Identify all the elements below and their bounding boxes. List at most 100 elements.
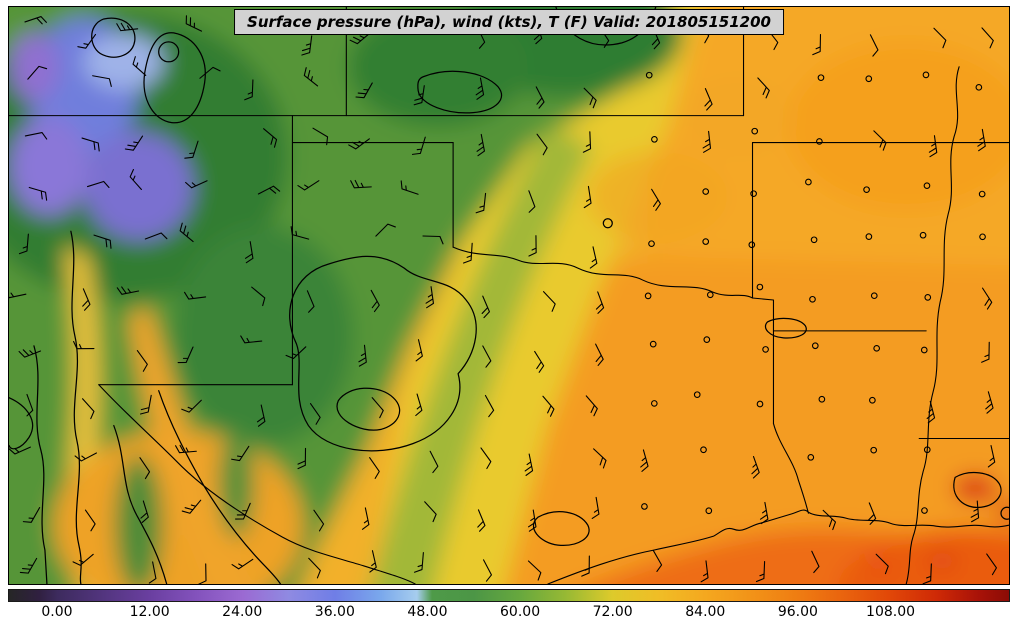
map-title: Surface pressure (hPa), wind (kts), T (F… [234,9,784,35]
wind-barb [26,393,34,417]
calm-wind-circle [811,342,819,350]
wind-barb [132,56,147,77]
wind-barb [475,77,485,100]
calm-wind-circle [705,507,713,515]
wind-barb [928,135,938,158]
wind-barb [702,130,712,153]
wind-barb [139,394,152,415]
temp-region [787,41,1009,212]
wind-barb [309,402,321,425]
mississippi-river [905,66,960,584]
wind-barb [528,509,537,532]
calm-wind-circle [748,241,756,249]
wind-barb [528,190,536,213]
wind-barb [981,27,994,49]
calm-wind-circle [921,507,928,514]
wind-barb [136,350,148,372]
wind-barb [595,343,604,367]
wind-barb [751,455,760,479]
border-red-river [452,246,754,299]
calm-wind-circle [702,238,710,245]
wind-barb [198,563,207,584]
colorbar-tick-labels: 0.00 12.00 24.00 36.00 48.00 60.00 72.00 84.00 9… [8,604,1010,626]
calm-wind-circle [863,186,870,194]
wind-barb [482,345,492,368]
wind-barb [425,286,434,309]
wind-barb [759,501,769,525]
wind-barb [181,499,202,514]
calm-wind-circle [648,240,655,248]
temp-region [218,428,255,539]
temp-region-hot-spot [996,501,1009,522]
wind-barb [139,457,151,480]
wind-barb [82,288,91,311]
wind-barb [589,246,598,269]
wind-barb [369,457,380,479]
wind-barb [873,130,887,151]
calm-wind-circle [810,236,818,244]
wind-barb [413,85,425,106]
wind-barb [415,339,423,362]
wind-barb [358,344,367,367]
wind-barb [129,168,142,191]
wind-barb [528,235,537,257]
wind-barb [22,507,41,523]
border-tx-ar-la [751,297,775,425]
wind-barb [181,399,202,413]
wind-barb [24,132,48,140]
wind-barb [524,453,534,476]
wind-barb [355,82,373,99]
wind-barb [875,553,889,575]
colorbar-tick-label: 84.00 [685,604,726,620]
wind-barb [755,561,766,583]
wind-barb [926,400,936,424]
wind-barb [415,393,423,417]
colorbar-tick-label: 48.00 [407,604,448,620]
wind-barb [184,291,207,300]
temp-region-valley [128,305,254,584]
wind-barb [640,449,649,472]
colorbar-tick-label: 72.00 [592,604,633,620]
pressure-contour [602,218,613,229]
wind-barb [585,395,598,417]
wind-barb [536,133,548,156]
pressure-contours [9,7,1009,584]
calm-wind-circle [649,340,657,348]
calm-wind-circle [644,292,652,300]
wind-barb [361,507,370,530]
map-title-text: Surface pressure (hPa), wind (kts), T (F… [247,13,771,31]
wind-barb [475,192,487,214]
wind-barb [92,75,112,87]
wind-barb [986,553,997,576]
wind-barb [922,563,932,584]
wind-barb [583,185,592,209]
pressure-contour [953,471,1002,508]
calm-wind-circle [702,188,710,195]
wind-barb [257,185,281,195]
wind-barb [285,346,307,360]
wind-barb [481,295,490,319]
pressure-contour [70,230,82,584]
pressure-contour [33,345,48,584]
wind-barb [86,180,110,189]
wind-barb [369,550,377,573]
wind-barb [234,502,251,520]
pressure-contour [143,32,206,124]
wind-barb [72,553,94,566]
wind-barb [175,444,197,454]
wind-barb [477,509,486,532]
wind-barb [140,500,149,523]
calm-wind-circle [924,294,932,301]
wind-barb [9,292,27,299]
calm-wind-circle [975,83,983,91]
wind-barb [982,287,993,310]
wind-barb [349,32,371,45]
wind-barb [985,391,994,414]
calm-wind-circle [645,71,653,79]
calm-wind-circle [807,454,815,461]
wind-barb [308,557,321,579]
state-borders [9,7,1009,584]
wind-barb [28,186,48,201]
calm-wind-circle [873,344,881,352]
wind-barbs [9,13,997,584]
